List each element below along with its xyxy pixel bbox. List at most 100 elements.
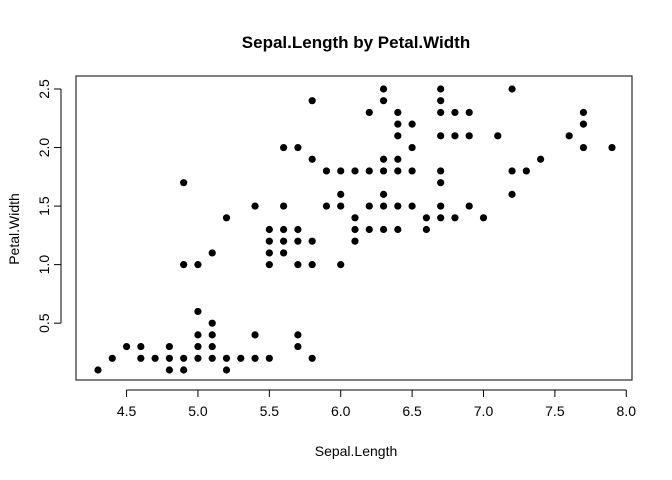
data-point bbox=[337, 167, 345, 175]
y-tick-label: 1.0 bbox=[36, 255, 52, 275]
data-point bbox=[294, 331, 302, 339]
data-point bbox=[351, 237, 359, 245]
data-point bbox=[437, 179, 445, 187]
data-point bbox=[451, 108, 459, 117]
y-tick-label: 2.5 bbox=[36, 79, 52, 99]
data-point bbox=[394, 167, 402, 175]
data-point bbox=[437, 97, 445, 105]
data-point bbox=[365, 202, 373, 210]
data-point bbox=[265, 249, 273, 257]
data-point bbox=[394, 132, 402, 140]
data-point bbox=[194, 331, 202, 339]
data-point bbox=[408, 202, 416, 210]
data-point bbox=[437, 214, 445, 222]
data-point bbox=[437, 202, 445, 210]
data-point bbox=[608, 143, 616, 152]
data-point bbox=[137, 342, 145, 351]
data-point bbox=[208, 331, 216, 339]
data-point bbox=[451, 132, 459, 140]
plot-frame bbox=[75, 75, 633, 381]
data-point bbox=[351, 167, 359, 175]
data-point bbox=[508, 190, 516, 198]
data-point bbox=[265, 225, 273, 234]
data-points bbox=[94, 85, 616, 374]
data-point bbox=[365, 225, 373, 234]
data-point bbox=[137, 354, 145, 362]
data-point bbox=[294, 261, 302, 269]
data-point bbox=[294, 225, 302, 234]
x-tick-label: 5.0 bbox=[188, 403, 208, 419]
data-point bbox=[308, 97, 316, 105]
data-point bbox=[165, 342, 173, 351]
data-point bbox=[394, 225, 402, 234]
data-point bbox=[394, 155, 402, 163]
data-point bbox=[479, 214, 488, 222]
data-point bbox=[437, 85, 445, 93]
x-tick-label: 8.0 bbox=[617, 403, 637, 419]
data-point bbox=[208, 342, 216, 351]
data-point bbox=[579, 143, 588, 152]
data-point bbox=[308, 261, 316, 269]
data-point bbox=[322, 202, 331, 210]
data-point bbox=[394, 202, 402, 210]
data-point bbox=[294, 342, 302, 351]
data-point bbox=[579, 120, 588, 128]
data-point bbox=[351, 225, 359, 234]
data-point bbox=[208, 249, 216, 257]
data-point bbox=[194, 354, 202, 362]
data-point bbox=[451, 214, 459, 222]
x-tick-label: 6.0 bbox=[331, 403, 351, 419]
data-point bbox=[280, 249, 288, 257]
data-point bbox=[180, 261, 188, 269]
data-point bbox=[280, 237, 288, 245]
data-point bbox=[394, 120, 402, 128]
data-point bbox=[422, 225, 430, 234]
data-point bbox=[280, 202, 288, 210]
data-point bbox=[379, 225, 388, 234]
data-point bbox=[537, 155, 545, 163]
data-point bbox=[194, 307, 202, 316]
data-point bbox=[365, 167, 373, 175]
data-point bbox=[337, 202, 345, 210]
data-point bbox=[251, 202, 259, 210]
data-point bbox=[122, 342, 131, 351]
data-point bbox=[222, 366, 231, 374]
data-point bbox=[565, 132, 573, 140]
data-point bbox=[180, 179, 188, 187]
data-point bbox=[465, 202, 473, 210]
data-point bbox=[208, 319, 216, 327]
data-point bbox=[265, 237, 273, 245]
data-point bbox=[108, 354, 116, 362]
data-point bbox=[437, 167, 445, 175]
data-point bbox=[165, 354, 173, 362]
data-point bbox=[379, 85, 388, 93]
y-tick-label: 0.5 bbox=[36, 313, 52, 333]
data-point bbox=[208, 354, 216, 362]
x-tick-label: 6.5 bbox=[402, 403, 422, 419]
data-point bbox=[379, 202, 388, 210]
data-point bbox=[422, 214, 430, 222]
data-point bbox=[408, 143, 416, 152]
data-point bbox=[379, 167, 388, 175]
data-point bbox=[408, 167, 416, 175]
data-point bbox=[251, 354, 259, 362]
data-point bbox=[351, 214, 359, 222]
data-point bbox=[579, 108, 588, 117]
data-point bbox=[465, 108, 473, 117]
data-point bbox=[222, 354, 231, 362]
data-point bbox=[265, 261, 273, 269]
data-point bbox=[194, 261, 202, 269]
data-point bbox=[94, 366, 102, 374]
data-point bbox=[308, 155, 316, 163]
data-point bbox=[522, 167, 530, 175]
data-point bbox=[151, 354, 159, 362]
data-point bbox=[294, 143, 302, 152]
data-point bbox=[337, 190, 345, 198]
data-point bbox=[280, 143, 288, 152]
data-point bbox=[165, 366, 173, 374]
x-tick-label: 7.0 bbox=[474, 403, 494, 419]
y-axis-label: Petal.Width bbox=[6, 193, 22, 265]
data-point bbox=[194, 342, 202, 351]
x-tick-label: 5.5 bbox=[260, 403, 280, 419]
data-point bbox=[379, 190, 388, 198]
